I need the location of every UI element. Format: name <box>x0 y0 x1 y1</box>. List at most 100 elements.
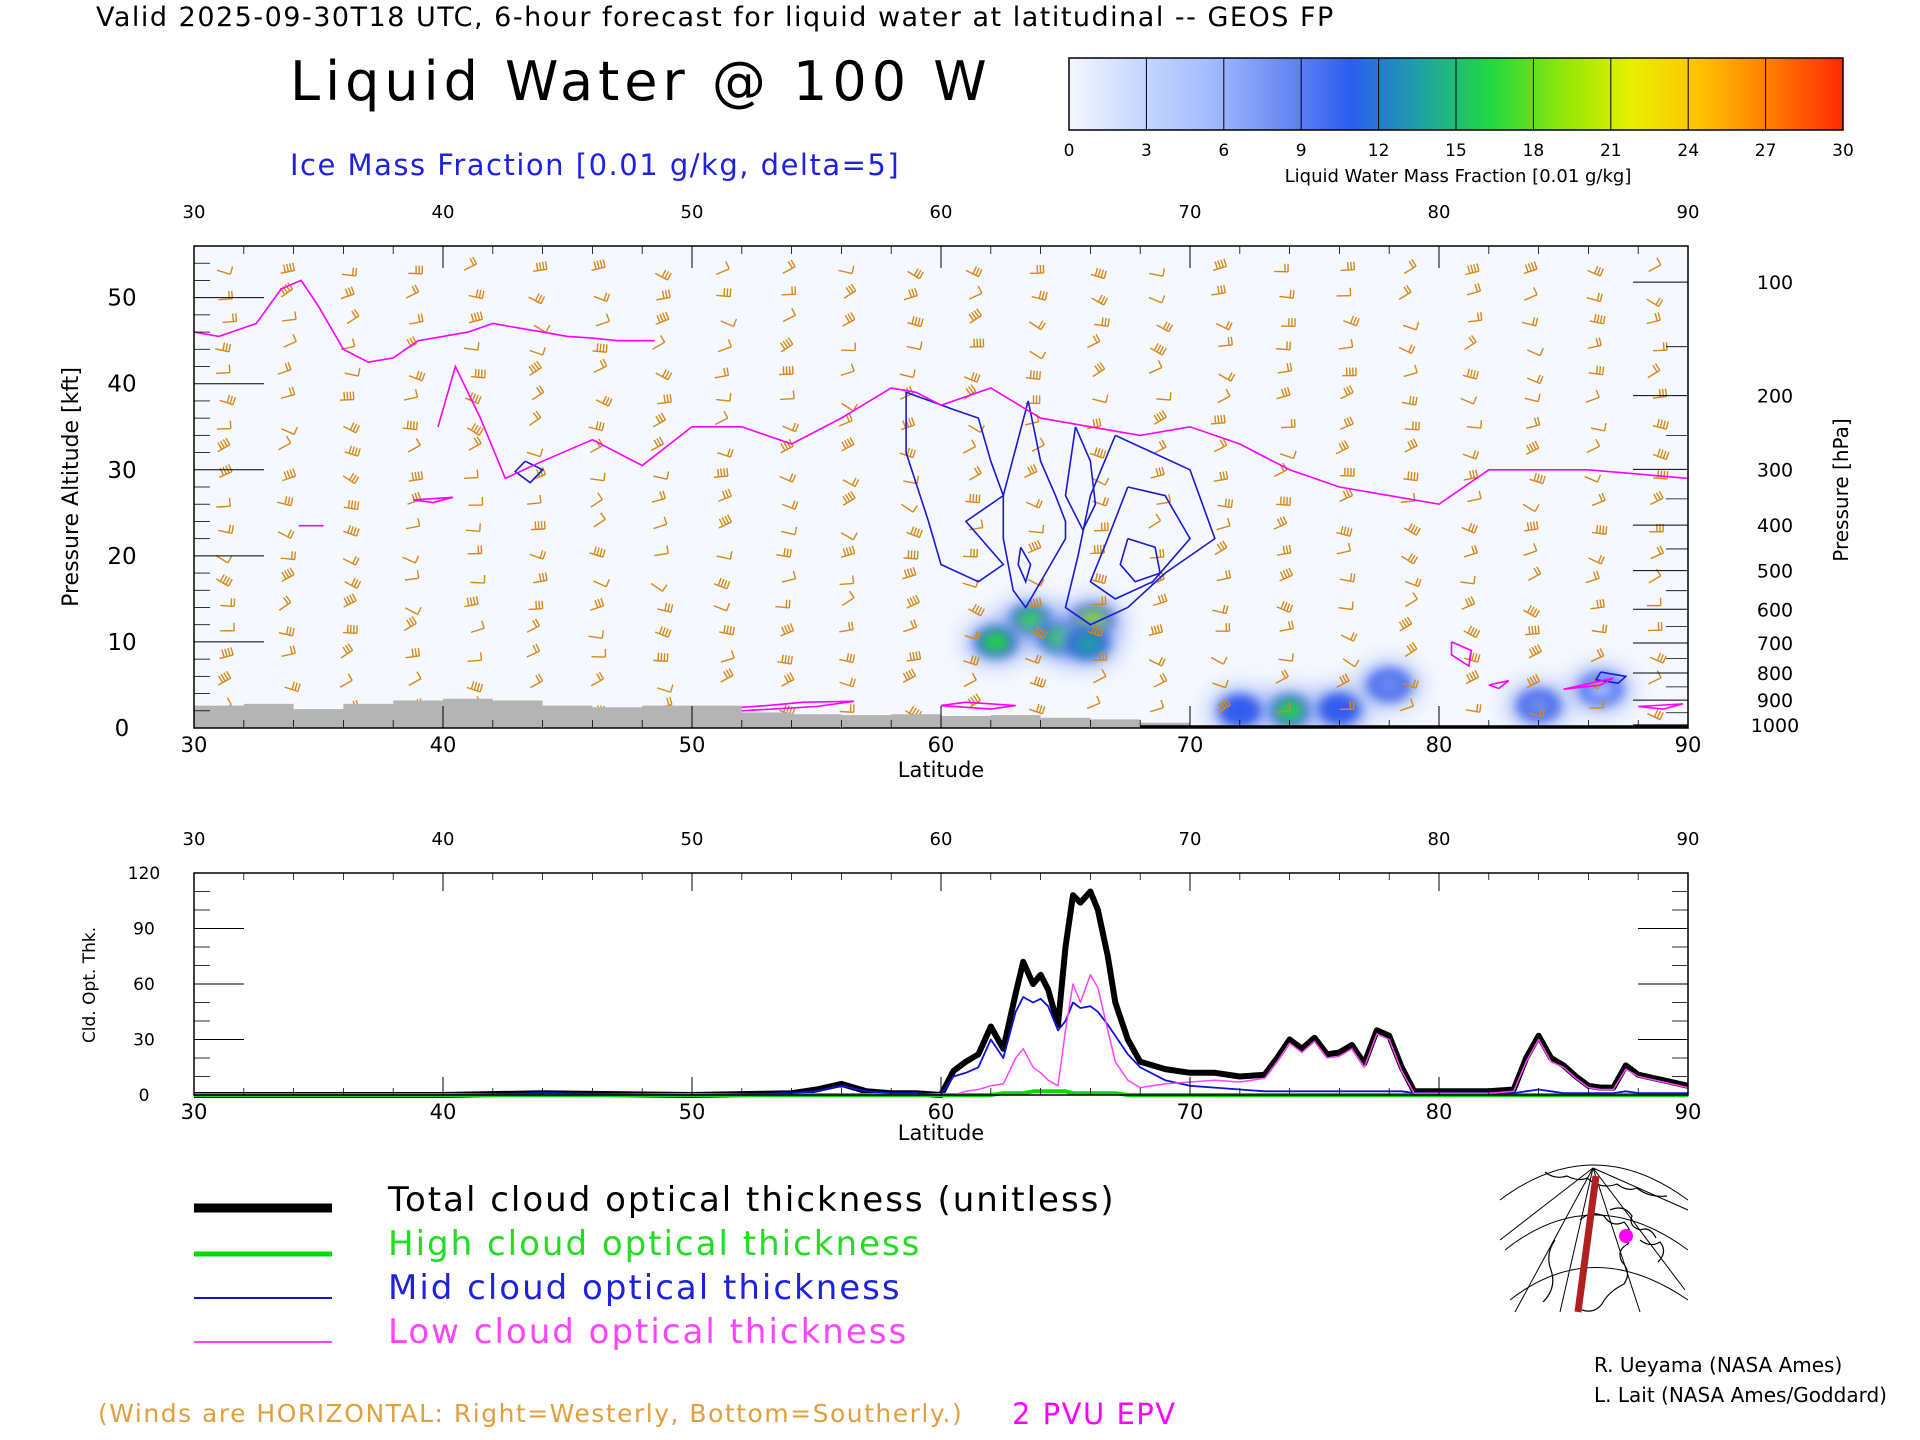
wind-barb <box>280 262 296 274</box>
wind-barb <box>1091 294 1109 306</box>
wind-barb <box>1525 625 1540 636</box>
legend-low-label: Low cloud optical thickness <box>388 1312 908 1352</box>
wind-barb <box>1215 623 1231 632</box>
ice-contour <box>1064 426 1097 532</box>
wind-barb <box>1590 422 1607 432</box>
top-pressure-tick-label: 700 <box>1757 633 1793 655</box>
wind-barb <box>1647 363 1661 379</box>
wind-barb <box>284 681 301 692</box>
optical-thickness-plot-area <box>194 873 1688 1095</box>
wind-barb <box>1463 469 1479 481</box>
wind-barb <box>841 342 856 352</box>
wind-barb <box>1403 471 1419 482</box>
wind-barb <box>1646 597 1662 607</box>
wind-barb <box>1216 569 1232 582</box>
wind-barb <box>902 566 917 580</box>
wind-barb <box>343 422 360 434</box>
wind-barb <box>590 472 606 482</box>
wind-barb <box>1335 440 1349 455</box>
wind-barb <box>714 410 729 426</box>
wind-barb <box>1092 361 1106 378</box>
wind-barb <box>344 577 362 589</box>
wind-barb <box>775 599 791 609</box>
wind-barb <box>1467 490 1482 503</box>
wind-barb <box>342 556 360 566</box>
bot-x-tick-label: 60 <box>928 1100 955 1124</box>
wind-barb <box>1153 409 1167 425</box>
top-pressure-tick-label: 100 <box>1757 272 1793 294</box>
top-x-tick-label-upper: 60 <box>930 202 953 223</box>
wind-barb <box>404 570 420 581</box>
wind-barb <box>907 316 924 328</box>
wind-barb <box>593 292 611 303</box>
wind-barb <box>1148 295 1166 304</box>
wind-barb <box>216 498 231 508</box>
wind-barb <box>1404 421 1420 431</box>
top-x-tick-label-upper: 50 <box>681 202 704 223</box>
wind-barb <box>219 647 234 660</box>
wind-barb <box>1217 698 1231 714</box>
wind-barb <box>777 654 793 665</box>
wind-barb <box>1275 496 1291 507</box>
wind-barb <box>1587 337 1602 350</box>
wind-barb <box>216 420 232 430</box>
wind-barb <box>278 626 295 637</box>
wind-barb <box>1087 625 1104 637</box>
top-y-tick-label: 30 <box>107 458 136 484</box>
top-pressure-tick-label: 500 <box>1757 561 1793 583</box>
wind-barb <box>1213 437 1228 453</box>
wind-barb <box>1279 289 1295 299</box>
wind-barb <box>588 421 605 432</box>
wind-barb <box>1528 566 1542 581</box>
wind-barb <box>653 652 669 663</box>
wind-barb <box>1340 632 1358 642</box>
subtitle: Ice Mass Fraction [0.01 g/kg, delta=5] <box>290 148 901 182</box>
wind-barb <box>216 266 234 276</box>
wind-barb <box>1148 513 1162 529</box>
cross-section-panel: 3030404050506060707080809090010203040501… <box>59 202 1853 782</box>
wind-barb <box>839 704 855 713</box>
wind-barb <box>1460 396 1478 405</box>
epv-feature <box>1563 677 1614 691</box>
wind-barb <box>533 572 548 584</box>
top-y-tick-label: 50 <box>107 286 136 312</box>
wind-barb <box>1276 600 1294 613</box>
wind-barb <box>1156 321 1174 333</box>
ice-contour <box>1594 671 1628 685</box>
wind-barb <box>652 412 667 428</box>
wind-barb <box>281 645 296 657</box>
wind-barb <box>1212 679 1229 689</box>
wind-barb <box>1586 438 1601 454</box>
wind-barb <box>716 261 730 275</box>
wind-barb <box>278 435 292 451</box>
wind-barb <box>346 309 360 325</box>
wind-barb <box>1092 394 1109 404</box>
wind-barb <box>1465 263 1480 276</box>
wind-barb <box>408 265 423 275</box>
wind-barb <box>1094 522 1109 532</box>
top-pressure-tick-label: 1000 <box>1751 715 1799 737</box>
wind-barb <box>590 671 605 687</box>
wind-barb <box>1216 517 1231 531</box>
wind-barb <box>220 598 236 608</box>
wind-barb <box>339 673 353 688</box>
wind-barb <box>1338 339 1354 350</box>
wind-barb <box>282 468 297 482</box>
top-pressure-tick-label: 400 <box>1757 515 1793 537</box>
wind-barb <box>409 313 424 325</box>
wind-barb <box>591 259 606 272</box>
wind-barb <box>1031 290 1048 301</box>
epv-label: 2 PVU EPV <box>1012 1397 1177 1431</box>
ice-contour <box>1064 434 1216 626</box>
wind-barb <box>1521 317 1539 327</box>
wind-barb <box>533 324 551 333</box>
bot-x-tick-label: 40 <box>430 1100 457 1124</box>
wind-barb <box>1024 464 1038 479</box>
wind-barb <box>1343 315 1360 327</box>
wind-barb <box>1404 641 1418 658</box>
top-ylabel: Pressure Altitude [kft] <box>59 367 84 607</box>
wind-barb <box>968 465 982 481</box>
credit-lait: L. Lait (NASA Ames/Goddard) <box>1594 1383 1887 1407</box>
wind-barb <box>470 575 486 584</box>
colorbar-tick-label: 0 <box>1064 141 1075 161</box>
